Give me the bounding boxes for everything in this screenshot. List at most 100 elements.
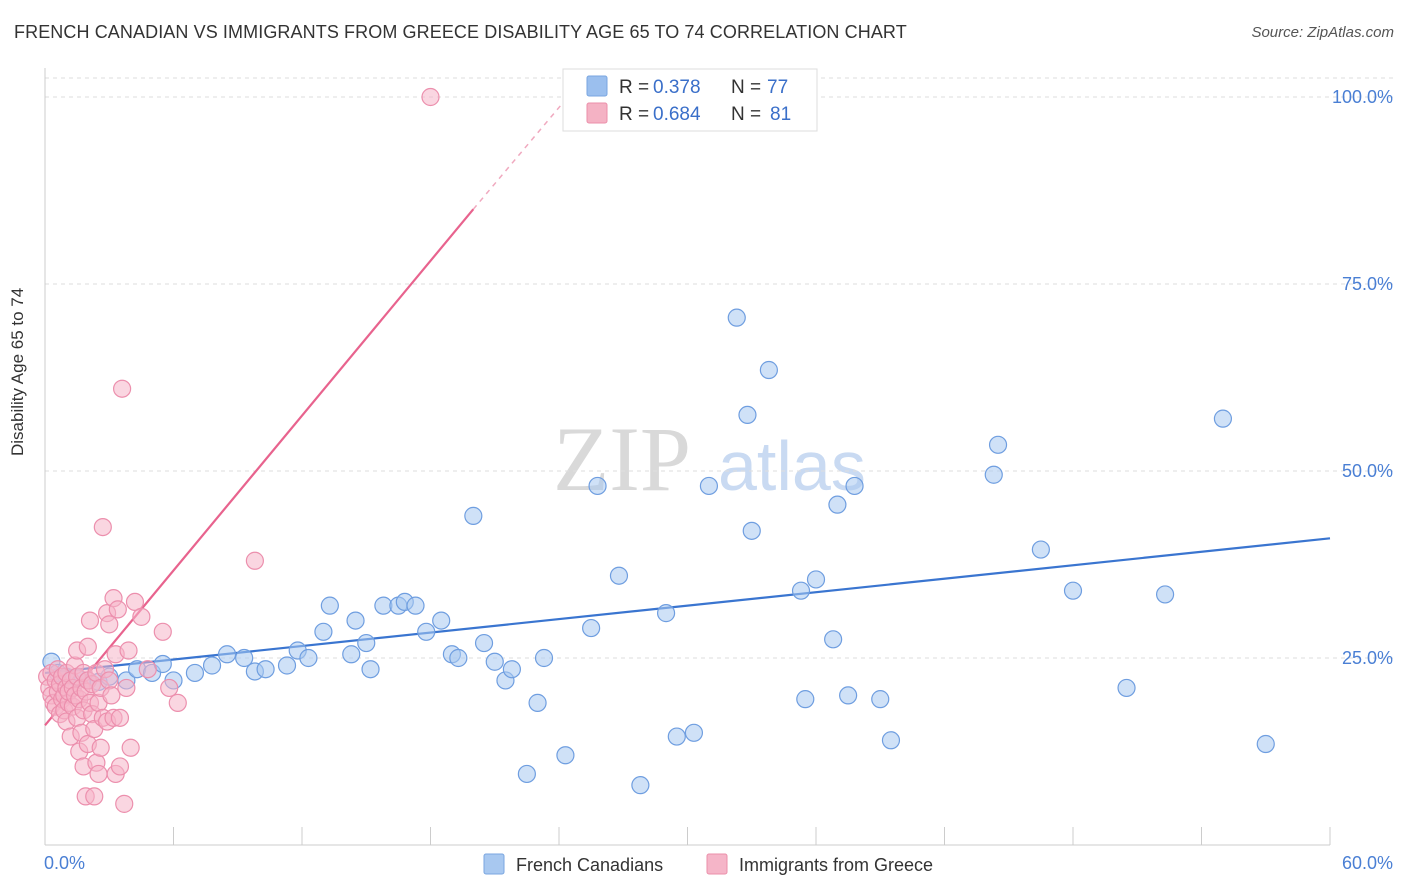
stats-legend-r-value-blue: 0.378 [653, 77, 701, 98]
point-immigrants-greece [132, 607, 151, 626]
watermark-atlas: atlas [718, 427, 866, 505]
stats-legend-n-value-blue: 77 [767, 77, 788, 98]
point-french-canadians [588, 476, 607, 496]
point-french-canadians [609, 566, 629, 585]
point-french-canadians [796, 690, 815, 709]
point-french-canadians [1117, 678, 1136, 698]
point-french-canadians [485, 652, 504, 671]
point-french-canadians [528, 693, 547, 712]
point-french-canadians [502, 660, 521, 679]
point-french-canadians [839, 686, 858, 705]
point-immigrants-greece [110, 757, 130, 776]
watermark-zip: ZIP [553, 408, 691, 510]
stats-legend-n-label-pink: N = [731, 104, 761, 125]
point-immigrants-greece [125, 592, 145, 612]
point-immigrants-greece [153, 622, 172, 641]
point-french-canadians [806, 570, 826, 589]
point-immigrants-greece [78, 637, 97, 656]
point-immigrants-greece [89, 764, 108, 784]
point-french-canadians [988, 435, 1008, 454]
point-french-canadians [791, 581, 811, 600]
point-immigrants-greece [117, 678, 136, 698]
point-french-canadians [346, 611, 365, 630]
legend-label-french-canadians: French Canadians [516, 855, 663, 875]
stats-legend-swatch-blue [586, 75, 608, 97]
point-french-canadians [361, 660, 380, 679]
point-immigrants-greece [421, 87, 440, 107]
point-immigrants-greece [112, 379, 132, 398]
point-french-canadians [656, 604, 676, 623]
point-french-canadians [357, 633, 376, 653]
point-immigrants-greece [138, 660, 157, 679]
stats-legend: R = 0.378 N = 77 R = 0.684 N = 81 [562, 68, 818, 132]
point-french-canadians [449, 648, 468, 668]
point-immigrants-greece [168, 693, 187, 712]
point-french-canadians [320, 596, 339, 615]
point-french-canadians [871, 690, 890, 709]
point-french-canadians [699, 476, 719, 496]
bottom-legend: French Canadians Immigrants from Greece [483, 853, 933, 875]
point-french-canadians [667, 727, 686, 746]
point-french-canadians [432, 611, 451, 630]
y-tick-label: 50.0% [1342, 461, 1393, 481]
point-french-canadians [824, 630, 843, 649]
axes [44, 68, 1331, 846]
point-immigrants-greece [115, 794, 134, 813]
grid-lines [45, 77, 1393, 659]
point-french-canadians [582, 618, 601, 638]
point-immigrants-greece [102, 686, 121, 705]
stats-legend-n-label-blue: N = [731, 77, 761, 98]
point-french-canadians [828, 495, 847, 514]
point-immigrants-greece [119, 641, 138, 660]
stats-legend-r-value-pink: 0.684 [653, 104, 701, 125]
watermark: ZIP atlas [553, 408, 866, 510]
point-french-canadians [556, 746, 575, 765]
point-french-canadians [474, 633, 494, 653]
chart-title: FRENCH CANADIAN VS IMMIGRANTS FROM GREEC… [14, 22, 907, 42]
y-tick-label: 100.0% [1332, 87, 1393, 107]
point-immigrants-greece [100, 615, 119, 634]
point-immigrants-greece [93, 517, 112, 537]
stats-legend-r-label-blue: R = [619, 77, 649, 98]
point-french-canadians [1155, 585, 1175, 604]
source-credit: Source: ZipAtlas.com [1251, 24, 1394, 41]
point-french-canadians [845, 476, 864, 496]
x-tick-label-max: 60.0% [1342, 853, 1393, 873]
point-immigrants-greece [160, 678, 179, 698]
point-french-canadians [1063, 581, 1083, 600]
legend-swatch-french-canadians [483, 853, 505, 875]
point-immigrants-greece [85, 787, 104, 806]
point-french-canadians [406, 596, 425, 615]
point-french-canadians [759, 360, 778, 380]
point-french-canadians [202, 656, 222, 675]
point-french-canadians [464, 506, 483, 525]
trend-line-immigrants-greece-extension [472, 81, 581, 210]
point-immigrants-greece [121, 738, 140, 757]
point-french-canadians [256, 660, 275, 679]
point-immigrants-greece [245, 551, 264, 570]
point-french-canadians [631, 776, 650, 795]
x-tick-label-min: 0.0% [44, 853, 85, 873]
point-immigrants-greece [108, 600, 127, 619]
point-french-canadians [299, 648, 318, 668]
trend-line-immigrants-greece [44, 208, 475, 727]
point-french-canadians [314, 622, 333, 641]
legend-swatch-immigrants-greece [706, 853, 728, 875]
point-french-canadians [342, 645, 361, 664]
y-tick-label: 75.0% [1342, 274, 1393, 294]
point-french-canadians [742, 521, 761, 540]
stats-legend-r-label-pink: R = [619, 104, 649, 125]
tick-labels: 25.0% 50.0% 75.0% 100.0% 0.0% 60.0% [44, 87, 1393, 873]
point-french-canadians [534, 648, 554, 668]
point-french-canadians [277, 656, 297, 675]
point-immigrants-greece [100, 671, 119, 690]
point-french-canadians [235, 648, 254, 668]
point-french-canadians [1031, 540, 1050, 559]
point-french-canadians [984, 465, 1003, 484]
point-french-canadians [738, 405, 757, 424]
trend-line-french-canadians [44, 537, 1331, 675]
point-french-canadians [684, 723, 704, 742]
point-french-canadians [417, 622, 436, 641]
point-french-canadians [881, 731, 901, 750]
